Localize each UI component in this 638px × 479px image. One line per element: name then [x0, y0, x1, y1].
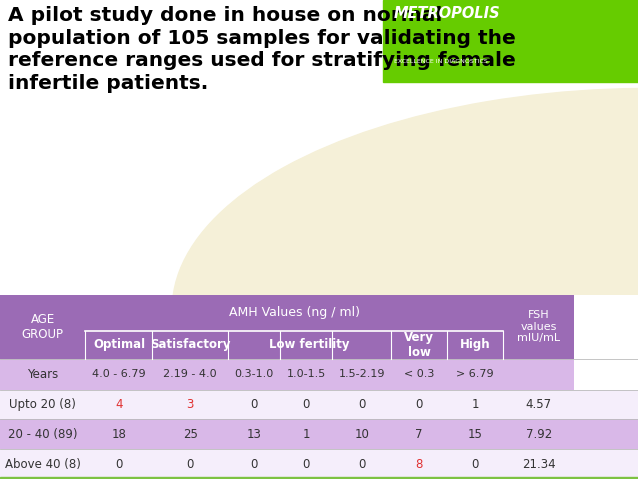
- Bar: [391, 359, 447, 389]
- Bar: [228, 331, 391, 359]
- Bar: [503, 359, 574, 389]
- Bar: [280, 359, 332, 389]
- Text: 7: 7: [415, 428, 423, 441]
- Text: 4.0 - 6.79: 4.0 - 6.79: [92, 369, 146, 379]
- Text: Satisfactory: Satisfactory: [150, 338, 230, 351]
- Bar: [332, 359, 391, 389]
- Text: AGE
GROUP: AGE GROUP: [22, 313, 64, 341]
- Bar: [85, 359, 152, 389]
- Text: 4.57: 4.57: [526, 398, 552, 411]
- Text: 0: 0: [250, 458, 258, 471]
- Text: 0.3-1.0: 0.3-1.0: [234, 369, 274, 379]
- Text: Very
low: Very low: [404, 331, 434, 359]
- Text: 15: 15: [468, 428, 483, 441]
- Text: 13: 13: [246, 428, 262, 441]
- Bar: [228, 359, 280, 389]
- Bar: [0, 295, 85, 359]
- Text: 1.0-1.5: 1.0-1.5: [286, 369, 326, 379]
- Bar: [85, 295, 503, 331]
- Text: > 6.79: > 6.79: [457, 369, 494, 379]
- Text: 0: 0: [302, 398, 310, 411]
- Text: FSH
values
mIU/mL: FSH values mIU/mL: [517, 310, 560, 343]
- Text: 1.5-2.19: 1.5-2.19: [339, 369, 385, 379]
- Text: EXCELLENCE IN DIAGNOSTICS: EXCELLENCE IN DIAGNOSTICS: [394, 59, 487, 64]
- Text: 4: 4: [115, 398, 122, 411]
- Bar: [447, 331, 503, 359]
- Text: 7.92: 7.92: [526, 428, 552, 441]
- Wedge shape: [172, 89, 638, 385]
- Text: 0: 0: [358, 398, 366, 411]
- Text: 0: 0: [471, 458, 479, 471]
- Text: 1: 1: [302, 428, 310, 441]
- Text: 25: 25: [182, 428, 198, 441]
- Bar: [0, 359, 85, 389]
- Text: Upto 20 (8): Upto 20 (8): [10, 398, 76, 411]
- Text: Low fertility: Low fertility: [269, 338, 350, 351]
- Bar: [0, 449, 638, 479]
- Text: Years: Years: [27, 368, 58, 381]
- Text: 20 - 40 (89): 20 - 40 (89): [8, 428, 77, 441]
- Bar: [391, 331, 447, 359]
- Text: 8: 8: [415, 458, 423, 471]
- Text: High: High: [460, 338, 491, 351]
- Bar: [85, 331, 152, 359]
- Bar: [152, 331, 228, 359]
- Bar: [383, 0, 638, 82]
- Text: 0: 0: [186, 458, 194, 471]
- Text: 0: 0: [115, 458, 122, 471]
- Text: 21.34: 21.34: [522, 458, 556, 471]
- Text: 18: 18: [112, 428, 126, 441]
- Text: 0: 0: [415, 398, 423, 411]
- Bar: [503, 295, 574, 359]
- Text: 0: 0: [302, 458, 310, 471]
- Bar: [0, 477, 638, 479]
- Text: 0: 0: [358, 458, 366, 471]
- Bar: [0, 389, 638, 419]
- Text: Above 40 (8): Above 40 (8): [5, 458, 80, 471]
- Text: 10: 10: [354, 428, 369, 441]
- Text: Optimal: Optimal: [93, 338, 145, 351]
- Text: 0: 0: [250, 398, 258, 411]
- Text: 3: 3: [186, 398, 194, 411]
- Bar: [152, 359, 228, 389]
- Text: 1: 1: [471, 398, 479, 411]
- Text: < 0.3: < 0.3: [404, 369, 434, 379]
- Text: AMH Values (ng / ml): AMH Values (ng / ml): [229, 306, 360, 319]
- Bar: [0, 419, 638, 449]
- Bar: [447, 359, 503, 389]
- Text: METROPOLIS: METROPOLIS: [394, 6, 500, 21]
- Text: 2.19 - 4.0: 2.19 - 4.0: [163, 369, 217, 379]
- Text: A pilot study done in house on normal
population of 105 samples for validating t: A pilot study done in house on normal po…: [8, 6, 516, 93]
